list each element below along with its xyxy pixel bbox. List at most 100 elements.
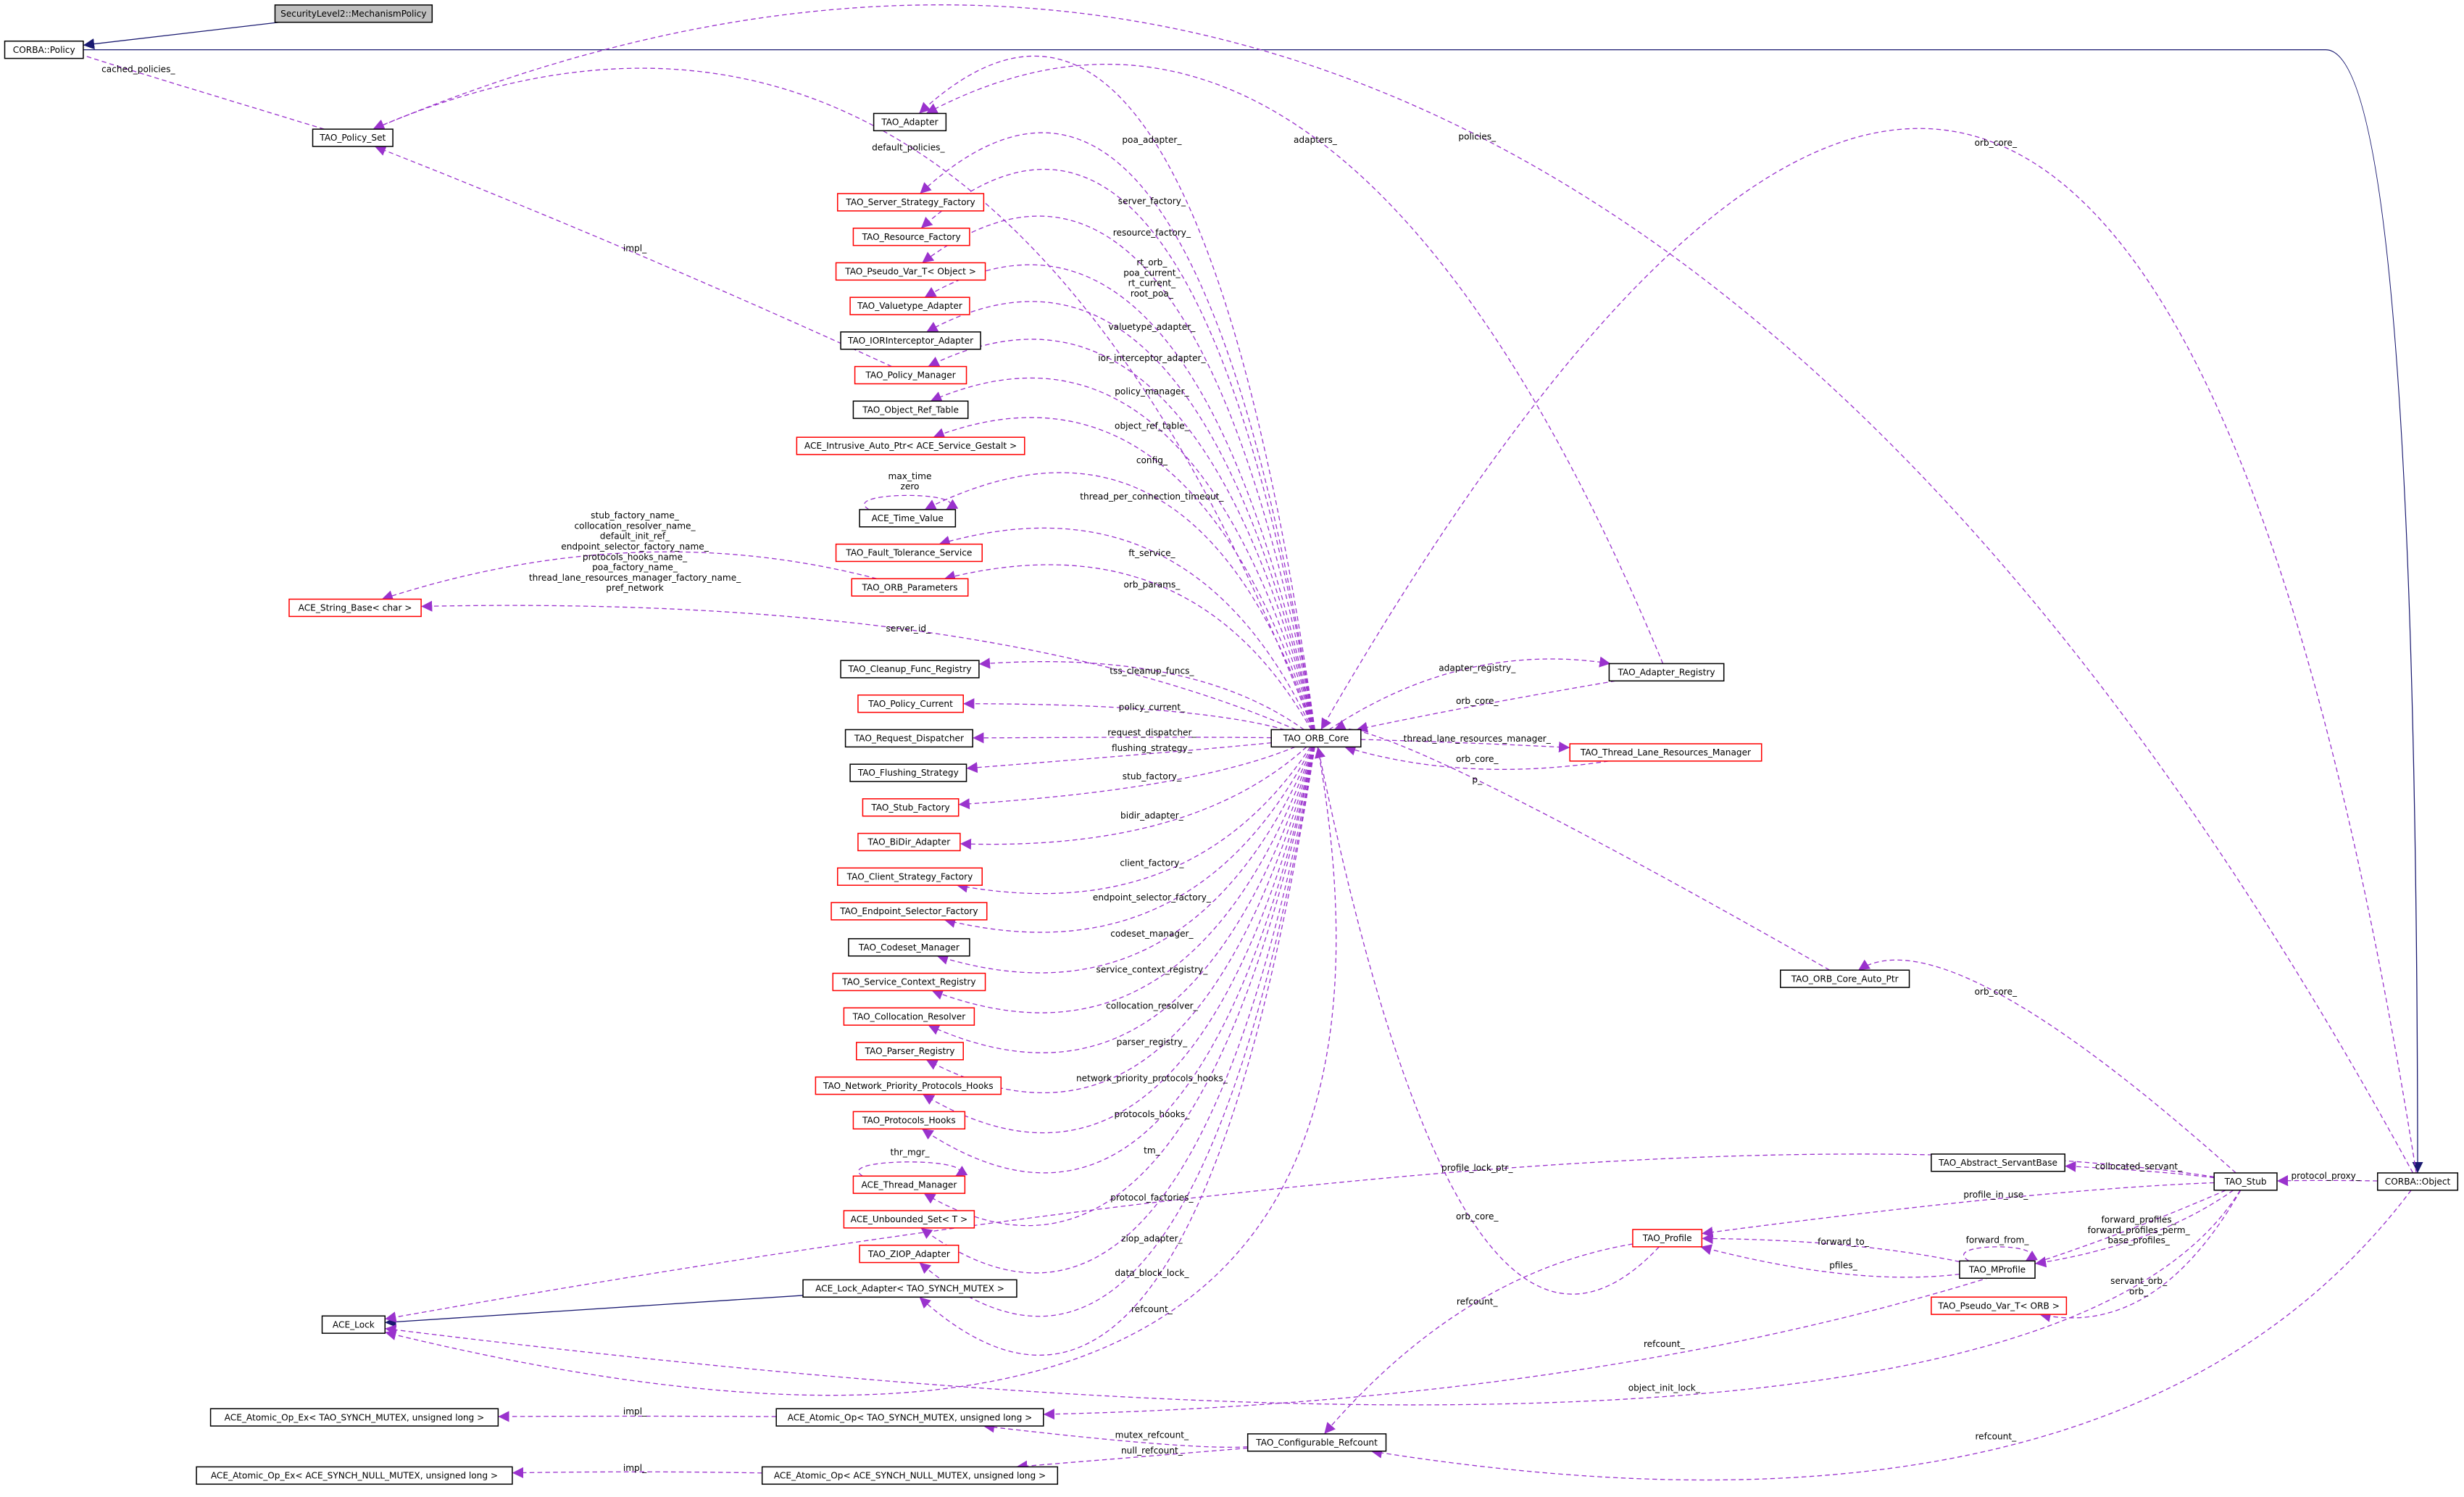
edge-label: poa_factory_name_	[592, 563, 678, 573]
class-box	[775, 1408, 1044, 1427]
class-name: ACE_Atomic_Op< TAO_SYNCH_MUTEX, unsigned…	[788, 1412, 1033, 1422]
edge	[1043, 1190, 2226, 1420]
edge-label: resource_factory_	[1113, 228, 1191, 238]
class-box	[796, 436, 1025, 455]
class-box	[836, 193, 985, 212]
edge-label: collocation_resolver_name_	[574, 521, 696, 531]
class-name: CORBA::Policy	[13, 45, 75, 55]
edge	[978, 658, 1304, 731]
edge	[421, 600, 1296, 731]
edge-label: object_init_lock_	[1628, 1383, 1701, 1393]
class-name: TAO_Configurable_Refcount	[1255, 1438, 1378, 1448]
edge-label: p_	[1472, 774, 1483, 784]
class-box	[852, 1175, 966, 1194]
edge-label: parser_registry_	[1117, 1037, 1188, 1047]
edge-label: mutex_refcount_	[1115, 1430, 1189, 1440]
edge-label: thread_lane_resources_manager_factory_na…	[529, 573, 741, 583]
class-name: TAO_Adapter_Registry	[1618, 667, 1715, 677]
edge	[960, 746, 1307, 850]
class-box	[832, 972, 986, 992]
class-box	[1780, 969, 1910, 988]
class-box	[848, 938, 970, 957]
edge-label: bidir_adapter_	[1120, 810, 1184, 821]
class-name: ACE_Lock_Adapter< TAO_SYNCH_MUTEX >	[815, 1283, 1004, 1293]
class-box	[852, 228, 970, 246]
edge-label: orb_params_	[1123, 579, 1181, 589]
class-box	[835, 262, 986, 281]
edge-label: impl_	[623, 1463, 647, 1473]
edge-label: tss_cleanup_funcs_	[1110, 666, 1194, 676]
edge	[1702, 1232, 1960, 1263]
edge-label: protocols_hooks_name_	[583, 552, 688, 562]
edge-label: poa_adapter_	[1122, 135, 1182, 145]
edge-label: codeset_manager_	[1110, 929, 1194, 939]
edge-label: ior_interceptor_adapter_	[1098, 353, 1206, 363]
edge-label: thread_lane_resources_manager_	[1404, 734, 1552, 744]
edge	[83, 22, 280, 50]
edge	[1370, 1190, 2412, 1481]
class-box	[1246, 1433, 1387, 1452]
class-name: ACE_Atomic_Op_Ex< ACE_SYNCH_NULL_MUTEX, …	[211, 1471, 498, 1481]
edge	[1328, 656, 1611, 731]
edge-label: policy_manager_	[1115, 386, 1189, 397]
class-name: TAO_Profile	[1642, 1233, 1692, 1243]
edge-label: forward_from_	[1966, 1235, 2030, 1245]
edge-label: policy_current_	[1119, 702, 1186, 713]
class-name: TAO_ORB_Core_Auto_Ptr	[1791, 974, 1899, 984]
class-name: TAO_Cleanup_Func_Registry	[847, 664, 971, 674]
edge	[936, 747, 1313, 974]
edge-label: ziop_adapter_	[1121, 1234, 1183, 1244]
edge-label: network_priority_protocols_hooks_	[1076, 1073, 1228, 1083]
edge	[512, 1467, 762, 1479]
class-name: TAO_Resource_Factory	[862, 232, 961, 242]
class-box	[873, 112, 947, 132]
edge-label: collocation_resolver_	[1106, 1001, 1199, 1011]
edge-label: adapters_	[1294, 135, 1338, 145]
class-box	[1931, 1153, 2065, 1172]
edge	[924, 472, 1314, 730]
edge	[83, 49, 2423, 1173]
edge-label: orb_core_	[1456, 696, 1499, 706]
edge-label: ft_service_	[1128, 548, 1175, 558]
edge-label: client_factory_	[1120, 858, 1184, 868]
edge-label: service_context_registry_	[1096, 965, 1209, 975]
edge	[963, 698, 1285, 731]
class-box	[815, 1076, 1002, 1095]
class-box	[851, 578, 969, 597]
class-box	[852, 1111, 966, 1130]
class-box	[288, 598, 422, 618]
edge-label: stub_factory_	[1123, 771, 1182, 781]
edge-label: refcount_	[1644, 1339, 1686, 1349]
edge-label: object_ref_table_	[1115, 420, 1190, 431]
edge	[372, 4, 2414, 1174]
class-name: TAO_Codeset_Manager	[858, 942, 960, 953]
class-name: ACE_Lock	[333, 1319, 375, 1330]
edge-label: rt_orb_	[1136, 257, 1168, 268]
class-name: TAO_Protocols_Hooks	[862, 1115, 956, 1125]
class-name: TAO_IORInterceptor_Adapter	[847, 336, 973, 346]
edge-label: data_block_lock_	[1115, 1268, 1189, 1278]
edge	[922, 215, 1315, 730]
class-box	[859, 509, 957, 528]
edge-label: rt_current_	[1128, 278, 1177, 289]
edge	[1857, 959, 2236, 1174]
edge	[385, 747, 1337, 1396]
class-name: TAO_Thread_Lane_Resources_Manager	[1580, 747, 1751, 758]
edge	[2039, 1190, 2242, 1322]
class-box	[857, 694, 964, 713]
edge-label: collocated_servant_	[2095, 1161, 2183, 1172]
edge	[973, 732, 1272, 744]
class-box	[849, 763, 967, 782]
edge-label: endpoint_selector_factory_	[1093, 892, 1212, 903]
class-box	[1608, 663, 1725, 682]
class-name: TAO_BiDir_Adapter	[867, 837, 951, 847]
edge-label: profile_lock_ptr_	[1441, 1163, 1513, 1173]
edge	[925, 64, 1664, 664]
class-box	[856, 1042, 964, 1061]
class-name: ACE_Atomic_Op_Ex< TAO_SYNCH_MUTEX, unsig…	[225, 1412, 485, 1422]
edge	[928, 339, 1315, 730]
edge-label: thread_per_connection_timeout_	[1080, 492, 1224, 502]
class-name: TAO_Request_Dispatcher	[854, 734, 964, 744]
edge-label: orb_core_	[1456, 754, 1499, 764]
